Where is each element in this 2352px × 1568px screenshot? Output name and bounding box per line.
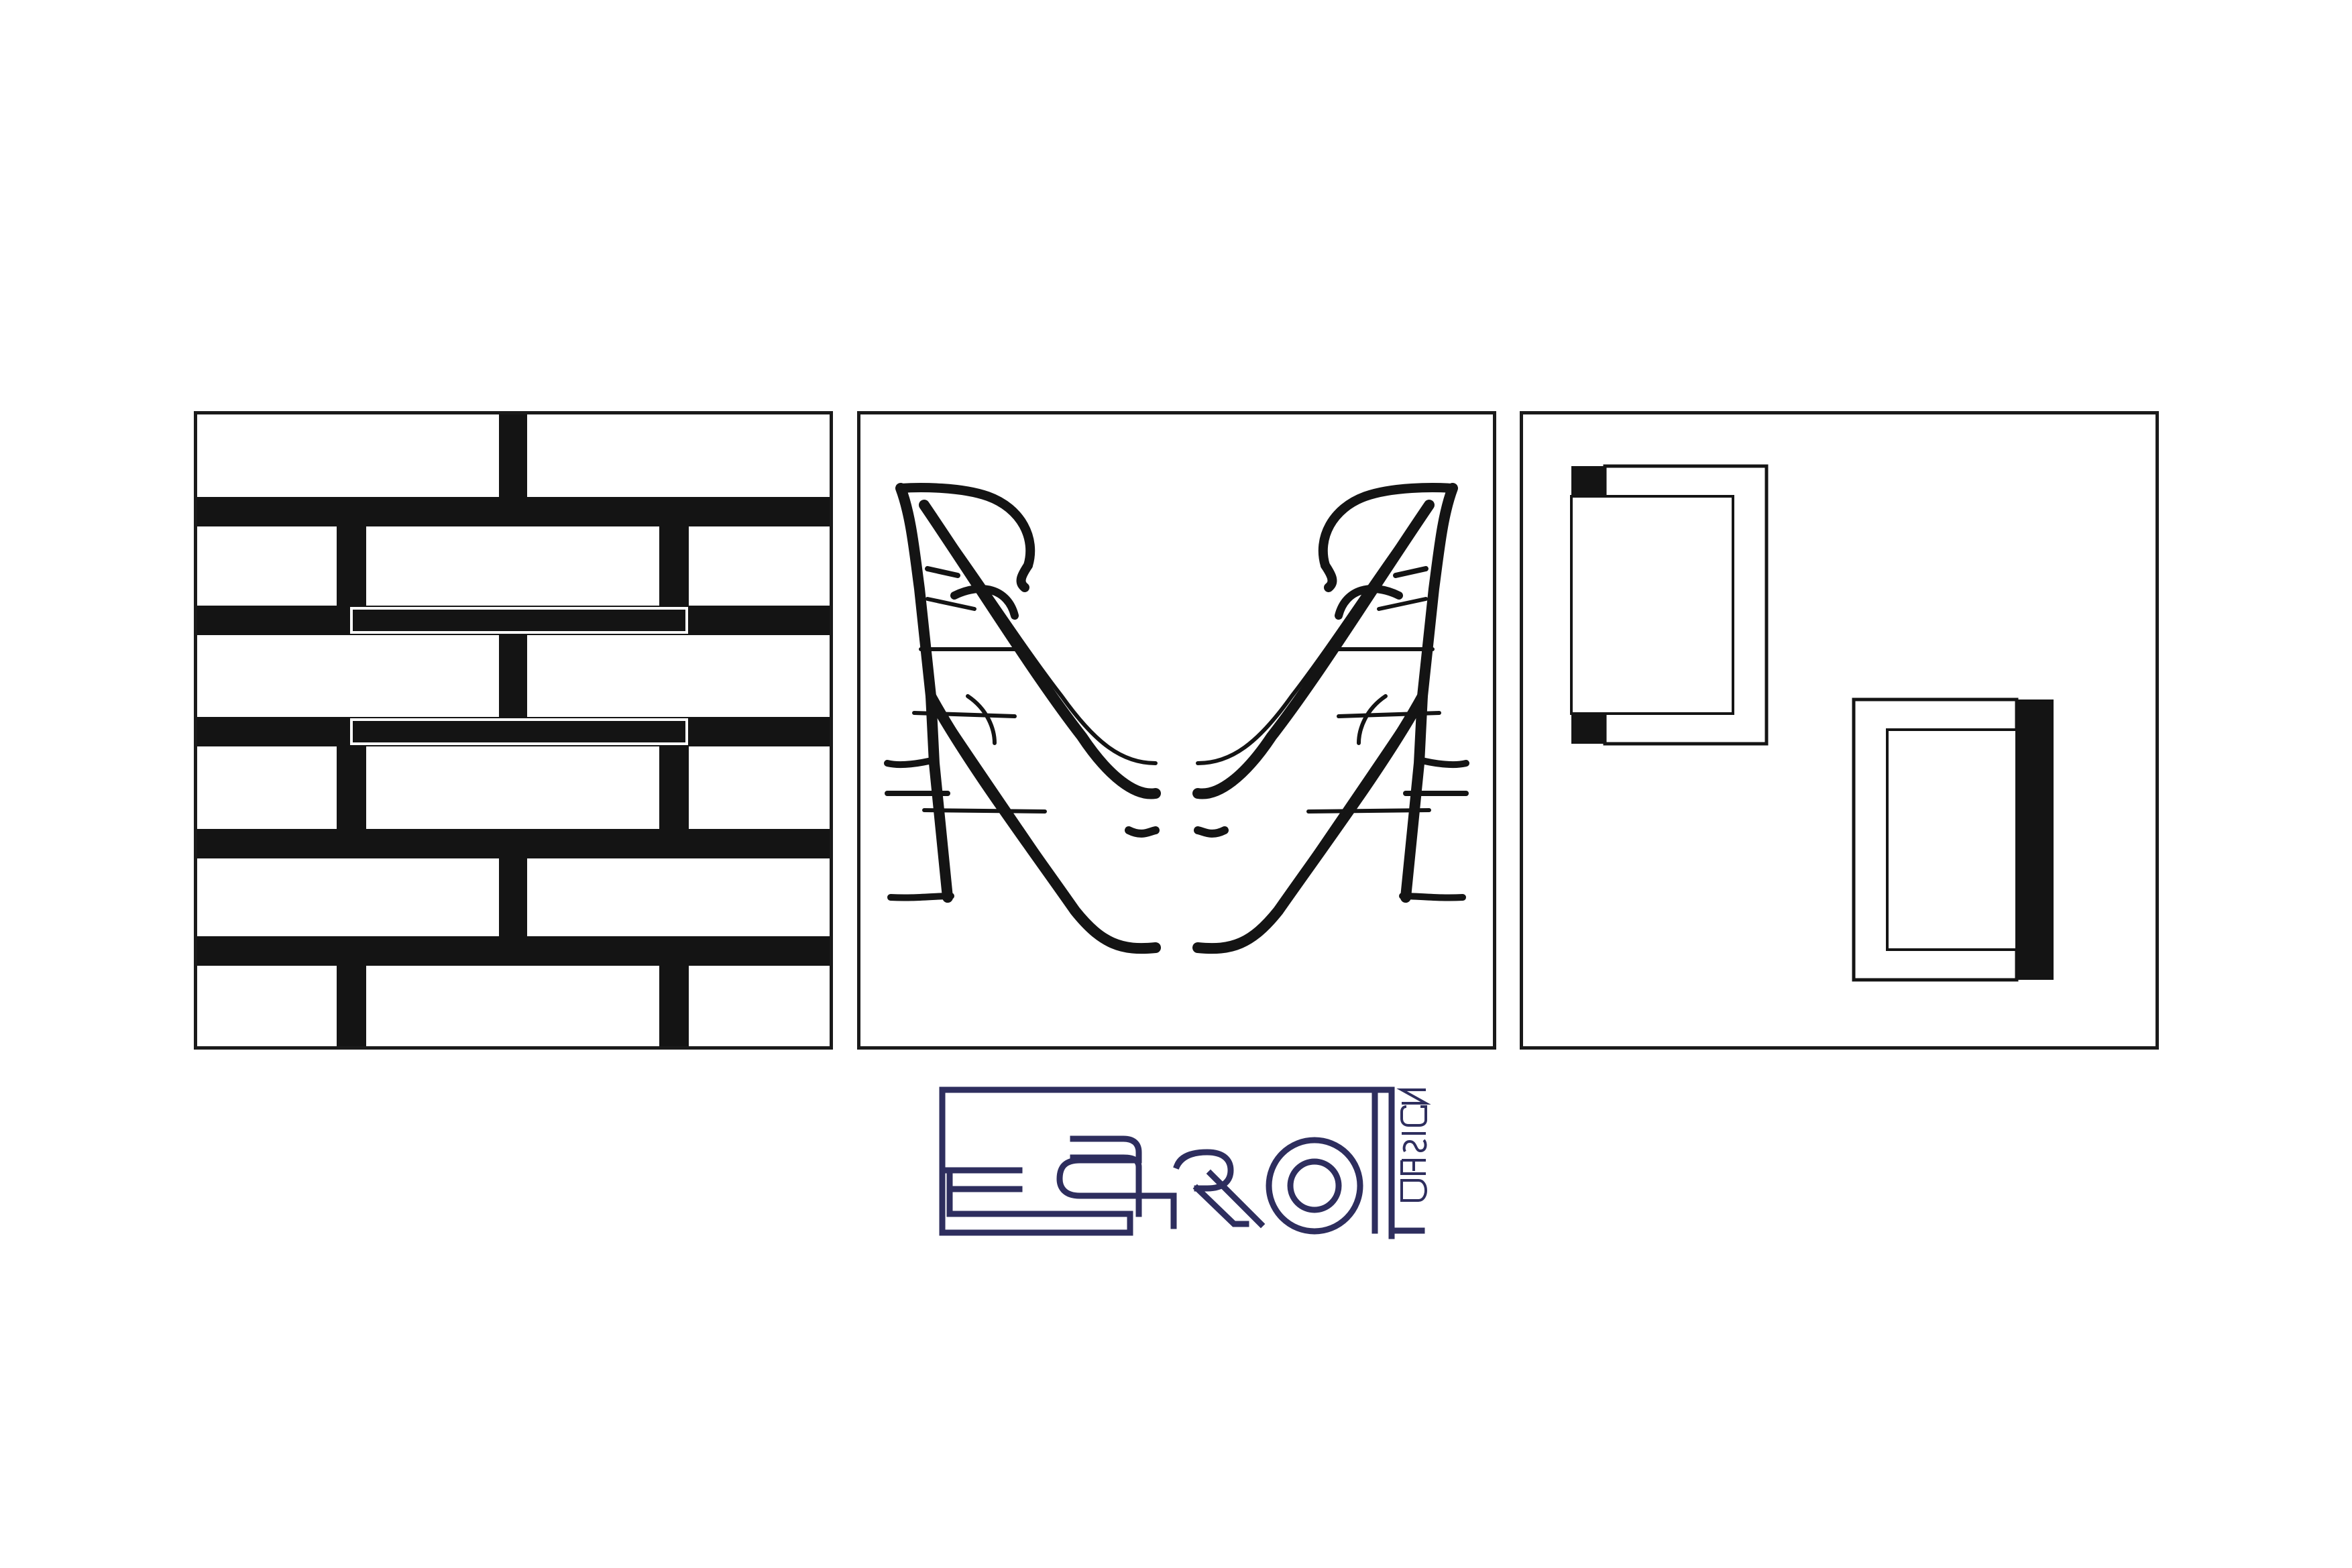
- offset-rectangles-illustration: [1520, 411, 2159, 1050]
- esrol-design-logo: [939, 1086, 1435, 1241]
- logo-graphic: [939, 1086, 1431, 1239]
- brick-pattern-graphic: [197, 414, 830, 1046]
- monogram-graphic: [860, 414, 1493, 1046]
- offset-rectangles-graphic: [1570, 464, 2054, 982]
- monogram-illustration: [857, 411, 1496, 1050]
- brick-pattern-illustration: [194, 411, 833, 1050]
